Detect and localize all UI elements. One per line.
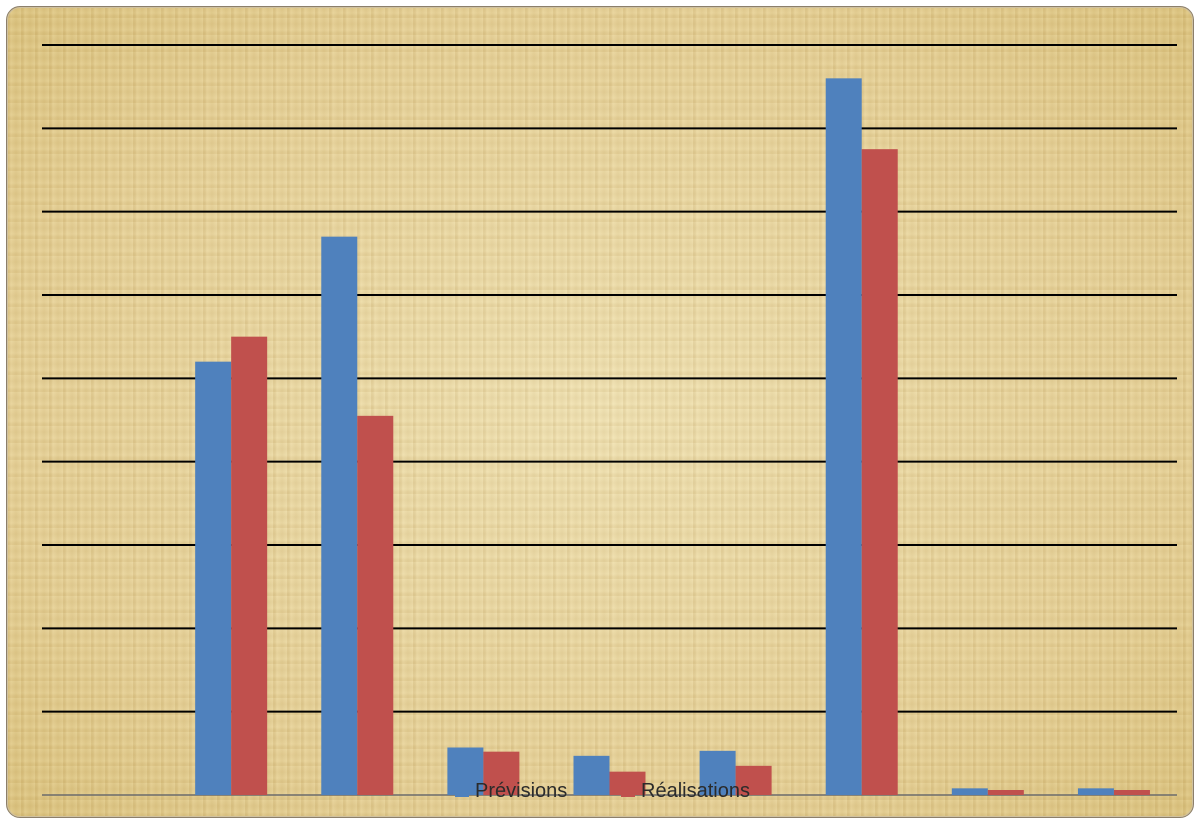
bars xyxy=(195,78,1150,796)
bar-realisations-2 xyxy=(231,336,268,795)
bar-realisations-8 xyxy=(987,790,1024,795)
bar-previsions-6 xyxy=(699,750,736,795)
bar-previsions-8 xyxy=(951,788,988,795)
bar-realisations-4 xyxy=(483,751,520,795)
legend-label-previsions: Prévisions xyxy=(475,780,567,802)
bar-previsions-5 xyxy=(573,755,610,795)
bar-previsions-7 xyxy=(825,78,862,796)
bar-previsions-2 xyxy=(195,361,232,795)
bar-realisations-3 xyxy=(357,415,394,795)
bar-previsions-9 xyxy=(1077,788,1114,795)
legend-label-realisations: Réalisations xyxy=(641,780,750,802)
bar-previsions-3 xyxy=(321,236,358,795)
bar-realisations-6 xyxy=(735,765,772,795)
legend-swatch-previsions xyxy=(455,783,469,797)
legend-swatch-realisations xyxy=(621,783,635,797)
legend: Prévisions Réalisations xyxy=(455,780,750,802)
bar-realisations-9 xyxy=(1113,790,1150,795)
bar-realisations-7 xyxy=(861,149,898,795)
